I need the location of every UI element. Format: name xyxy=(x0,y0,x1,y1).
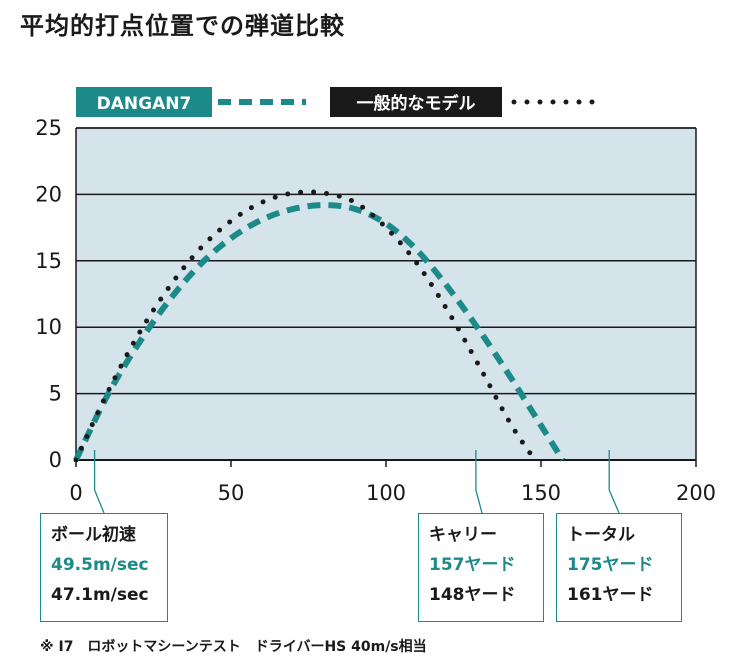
y-tick-label: 20 xyxy=(35,182,62,206)
plot-background xyxy=(76,128,696,460)
y-tick-label: 25 xyxy=(35,116,62,140)
x-tick-label: 100 xyxy=(366,481,406,505)
y-tick-label: 5 xyxy=(49,382,62,406)
legend-label-general-model: 一般的なモデル xyxy=(357,93,476,114)
carry-box: キャリー 157ヤード 148ヤード xyxy=(418,513,544,622)
series-line-dangan7 xyxy=(73,202,566,462)
leader-line xyxy=(93,450,105,514)
total-box: トータル 175ヤード 161ヤード xyxy=(556,513,682,622)
x-tick-label: 150 xyxy=(521,481,561,505)
carry-label: キャリー xyxy=(429,525,497,545)
y-tick-label: 0 xyxy=(49,448,62,472)
total-general: 161ヤード xyxy=(567,585,654,605)
leader-line xyxy=(608,450,620,514)
speed-label: ボール初速 xyxy=(51,525,136,545)
legend-swatch-general-model xyxy=(330,87,502,117)
y-tick-label: 10 xyxy=(35,315,62,339)
total-label: トータル xyxy=(567,525,635,545)
speed-general: 47.1m/sec xyxy=(51,585,149,605)
legend-swatch-dangan7 xyxy=(76,87,212,117)
series-line-general-model xyxy=(73,189,538,463)
carry-general: 148ヤード xyxy=(429,585,516,605)
x-tick-label: 200 xyxy=(676,481,716,505)
footnote: ※ I7 ロボットマシーンテスト ドライバーHS 40m/s相当 xyxy=(40,639,427,655)
speed-box: ボール初速 49.5m/sec 47.1m/sec xyxy=(40,513,168,622)
x-tick-label: 50 xyxy=(218,481,245,505)
speed-dangan: 49.5m/sec xyxy=(51,555,149,575)
leader-line xyxy=(475,450,483,514)
page-title: 平均的打点位置での弾道比較 xyxy=(20,12,345,40)
legend-label-dangan7: DANGAN7 xyxy=(97,94,192,114)
total-dangan: 175ヤード xyxy=(567,555,654,575)
carry-dangan: 157ヤード xyxy=(429,555,516,575)
x-tick-label: 0 xyxy=(69,481,82,505)
y-tick-label: 15 xyxy=(35,249,62,273)
